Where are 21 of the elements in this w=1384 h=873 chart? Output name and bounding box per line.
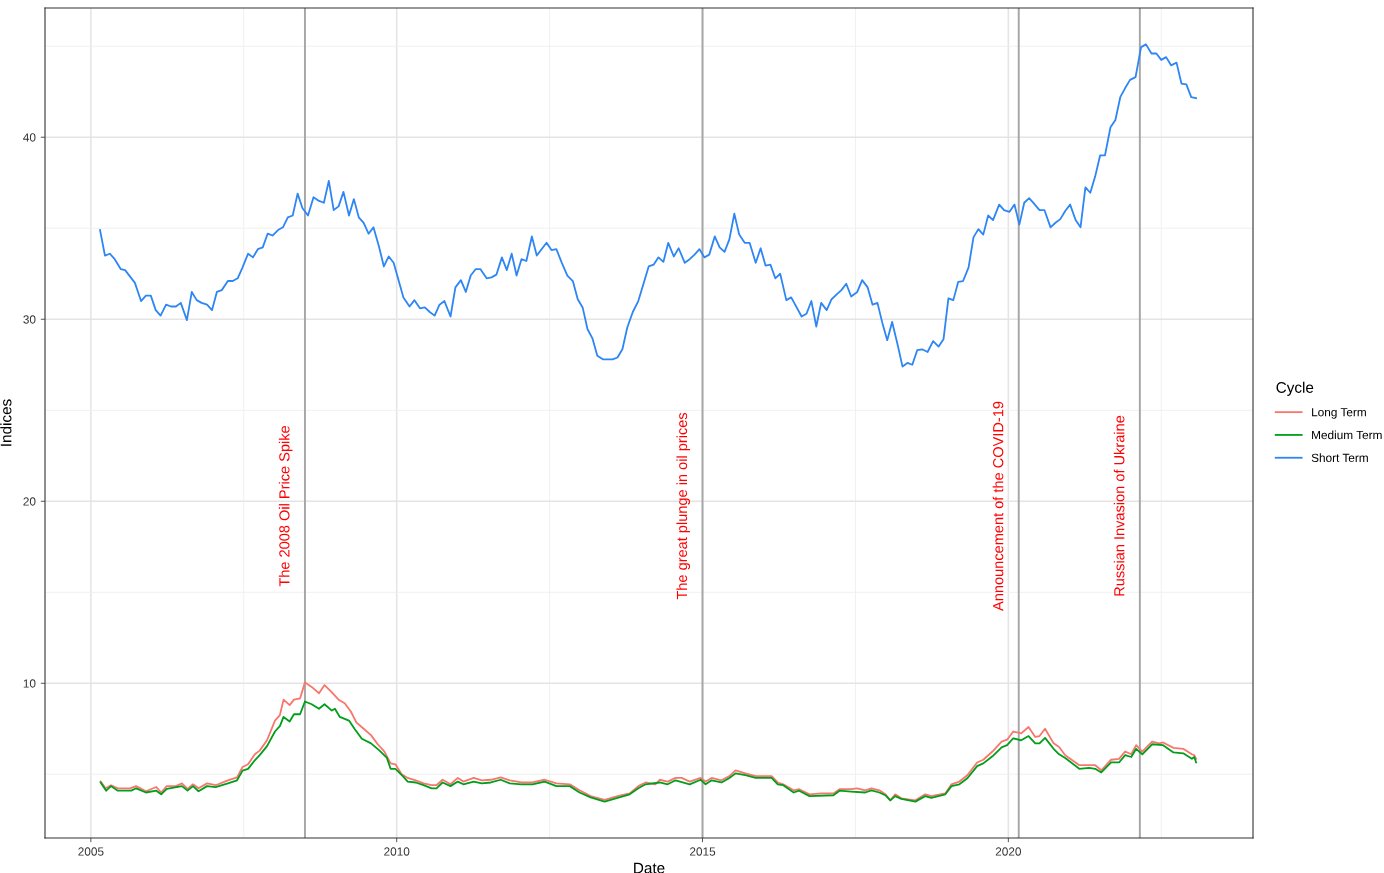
legend-label: Long Term	[1312, 408, 1366, 419]
ref-line-label: The 2008 Oil Price Spike	[278, 425, 293, 587]
line-series	[99, 43, 1198, 368]
ref-line-label: Russian Invasion of Ukraine	[1113, 415, 1125, 596]
x-tick-label: 2015	[689, 847, 716, 856]
y-axis-title: Indices	[0, 399, 12, 446]
x-axis-title: Date	[634, 862, 665, 873]
line-series	[99, 700, 1198, 803]
x-tick-label: 2020	[995, 847, 1022, 856]
x-tick-label: 2005	[78, 847, 104, 856]
y-tick-label: 10	[23, 679, 36, 688]
ref-line-label: The great plunge in oil prices	[676, 412, 691, 600]
y-tick-label: 40	[23, 133, 36, 142]
line-series	[99, 681, 1198, 802]
x-tick-label: 2010	[384, 847, 410, 856]
legend-label: Medium Term	[1312, 430, 1382, 440]
legend-label: Short Term	[1311, 453, 1368, 462]
y-tick-label: 30	[23, 315, 36, 324]
y-tick-label: 20	[23, 497, 36, 506]
ref-line-label: Announcement of the COVID-19	[992, 401, 1004, 611]
legend-title: Cycle	[1276, 381, 1314, 396]
